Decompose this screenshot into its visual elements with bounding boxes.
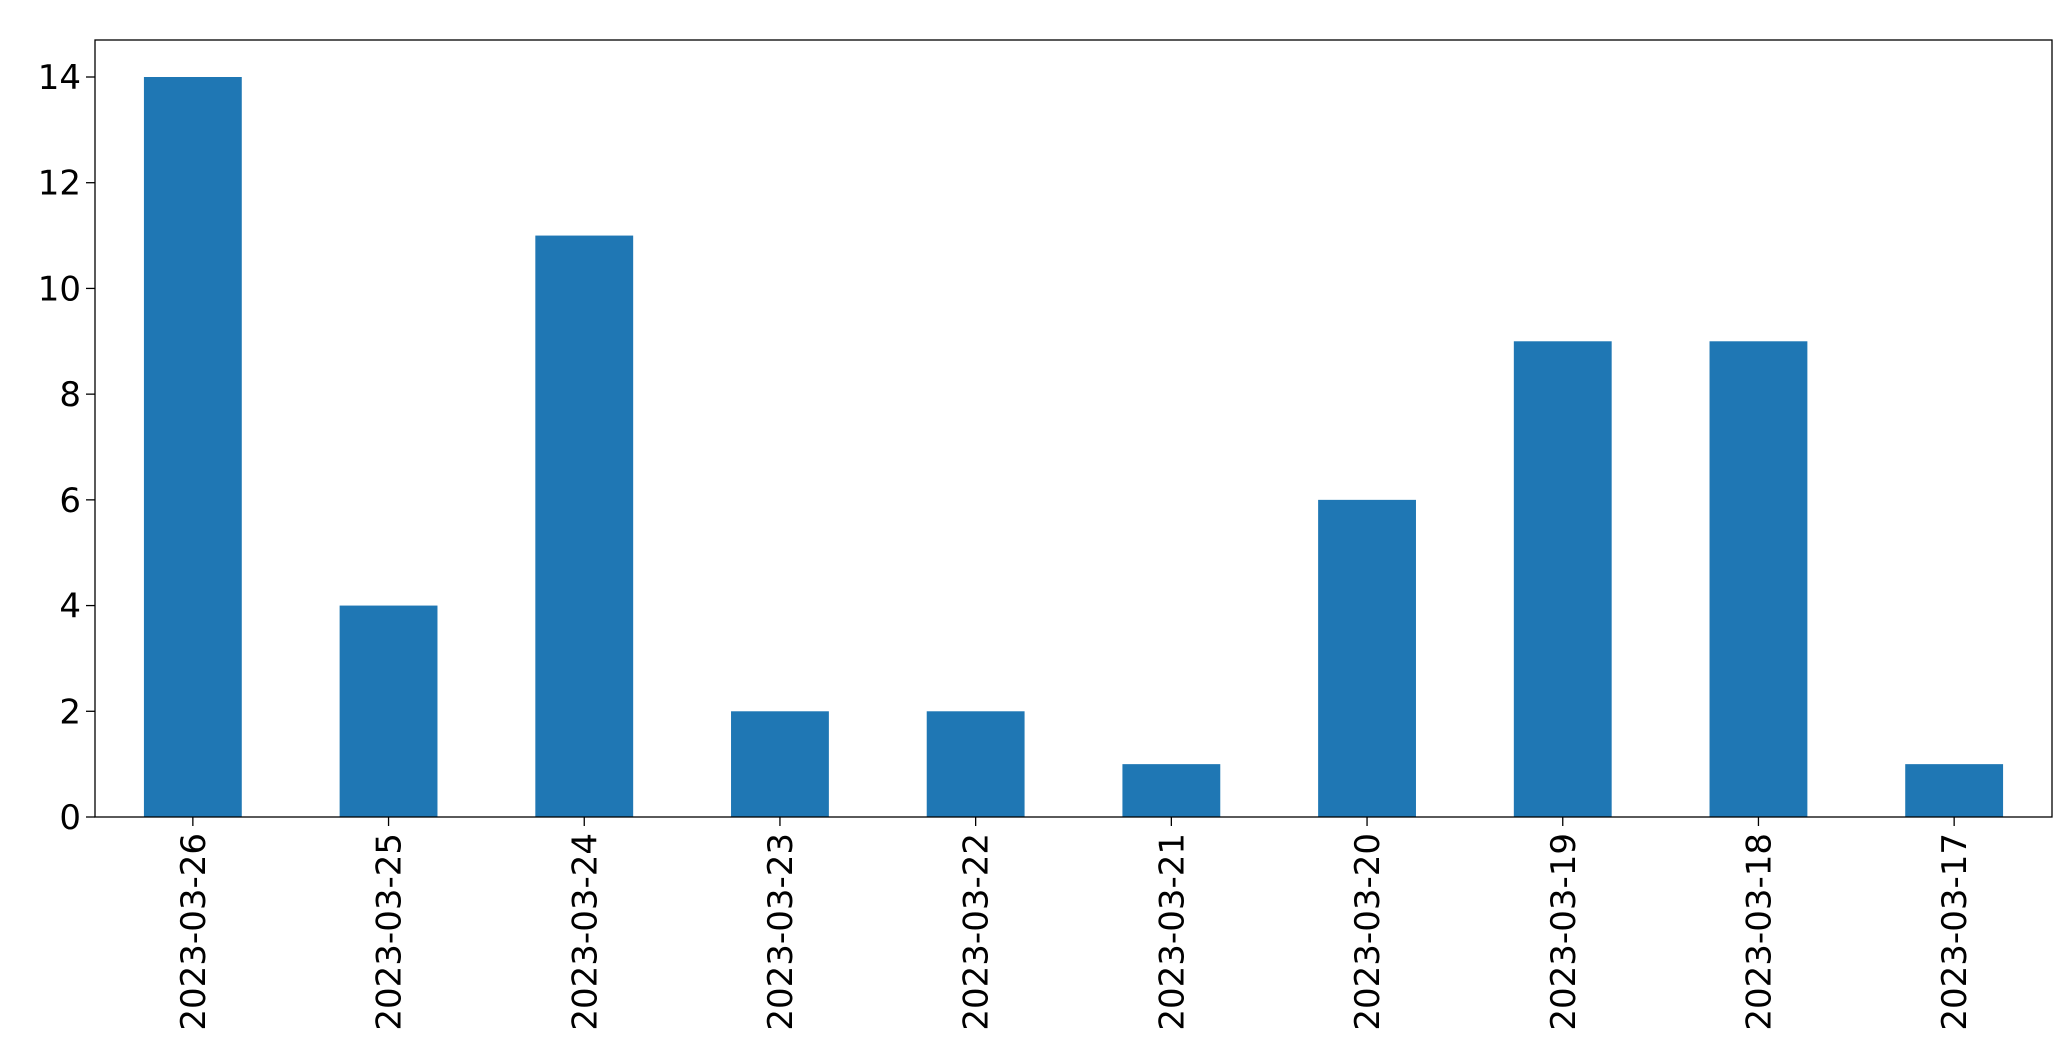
x-tick-label: 2023-03-18 [1739, 833, 1779, 1031]
y-tick-label: 6 [59, 481, 81, 521]
x-tick-label: 2023-03-25 [370, 833, 410, 1031]
bar [1709, 341, 1808, 817]
x-tick-label: 2023-03-23 [761, 833, 801, 1031]
bar [1318, 499, 1416, 817]
y-tick-label: 4 [59, 587, 81, 627]
plot-frame [94, 39, 2053, 818]
bar [1122, 764, 1221, 817]
y-tick-label: 2 [59, 692, 81, 732]
y-tick-label: 8 [59, 375, 81, 415]
bar [143, 77, 242, 817]
x-tick-label: 2023-03-22 [957, 833, 997, 1031]
bar [535, 235, 634, 818]
y-tick-label: 12 [38, 164, 81, 204]
x-tick-label: 2023-03-19 [1544, 833, 1584, 1031]
bar [1905, 764, 2004, 817]
y-tick-label: 0 [59, 798, 81, 838]
bar [339, 605, 438, 817]
bar [731, 711, 829, 817]
bar [926, 711, 1025, 817]
x-tick-label: 2023-03-26 [174, 833, 214, 1031]
x-tick-label: 2023-03-17 [1935, 833, 1975, 1031]
x-tick-label: 2023-03-24 [565, 833, 605, 1031]
x-tick-label: 2023-03-20 [1348, 833, 1388, 1031]
y-tick-label: 14 [38, 58, 81, 98]
y-tick-label: 10 [38, 269, 81, 309]
x-tick-label: 2023-03-21 [1152, 833, 1192, 1031]
bar [1513, 341, 1612, 817]
